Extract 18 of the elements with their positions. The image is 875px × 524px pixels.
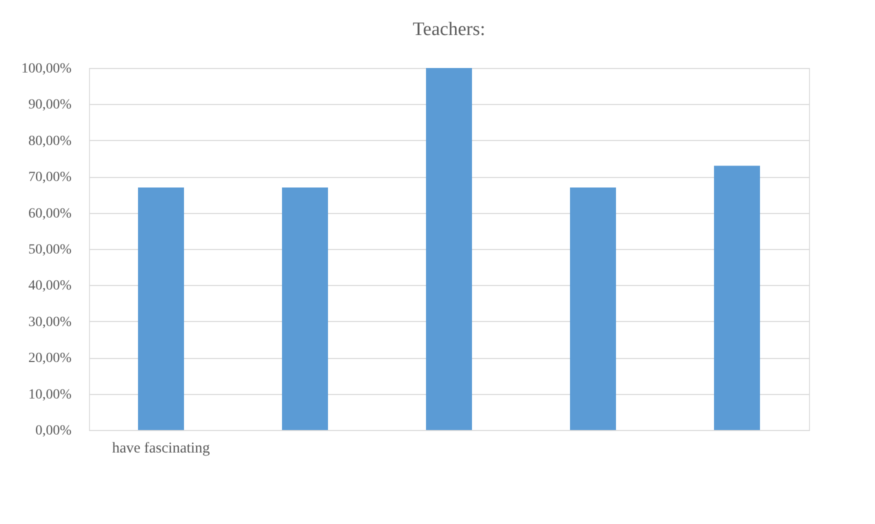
y-tick-label: 70,00% (28, 170, 72, 186)
y-tick-label: 50,00% (28, 242, 72, 258)
y-tick-label: 40,00% (28, 278, 72, 294)
y-tick-label: 20,00% (28, 351, 72, 366)
y-tick-label: 90,00% (28, 98, 72, 113)
x-tick-label: have fascinating (112, 440, 210, 456)
y-tick-label: 80,00% (28, 134, 72, 149)
bar (570, 187, 616, 430)
bar (282, 187, 328, 430)
bar (138, 187, 184, 430)
y-tick-label: 10,00% (28, 387, 72, 402)
y-tick-label: 30,00% (28, 314, 72, 330)
bar (426, 68, 472, 430)
y-tick-label: 60,00% (28, 206, 72, 222)
y-tick-label: 100,00% (21, 62, 72, 76)
chart-title: Teachers: (412, 19, 486, 40)
bar (714, 166, 760, 430)
y-tick-label: 0,00% (35, 424, 72, 438)
